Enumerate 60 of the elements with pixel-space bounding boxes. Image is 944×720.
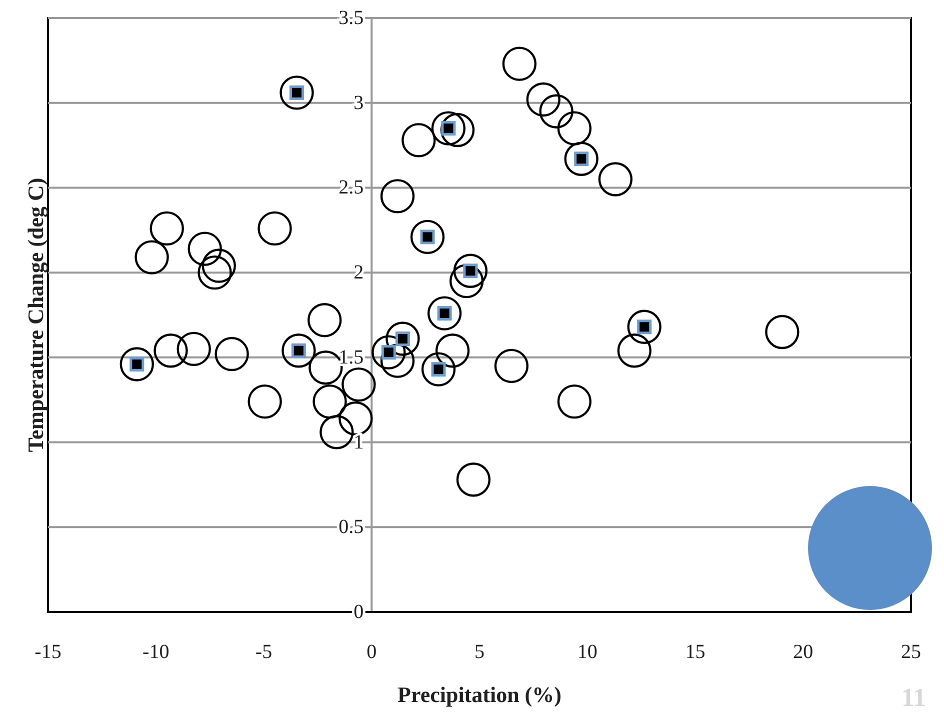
y-tick-label: 0.5: [338, 516, 364, 538]
point: [526, 82, 560, 117]
point: [494, 348, 529, 384]
x-tick-label: -10: [142, 641, 170, 664]
x-tick-label: 25: [901, 641, 921, 664]
point: [198, 255, 232, 290]
point: [312, 384, 347, 419]
point: [338, 401, 373, 436]
y-tick-label: 2.5: [338, 176, 364, 199]
y-tick-label: 3: [354, 92, 364, 114]
point: [176, 332, 211, 366]
x-tick-label: -15: [34, 641, 62, 664]
point: [380, 179, 415, 214]
point: [539, 94, 574, 128]
point: [202, 248, 236, 283]
point: [765, 314, 800, 350]
point: [120, 347, 154, 382]
point: [427, 296, 462, 330]
point: [564, 142, 598, 176]
y-tick-label: 1.5: [338, 346, 364, 368]
point: [421, 352, 456, 386]
point: [557, 384, 592, 419]
point: [440, 112, 475, 148]
point: [502, 46, 537, 81]
point: [134, 240, 169, 274]
y-axis-title: Temperature Change (deg C): [22, 178, 48, 452]
point: [342, 367, 376, 402]
point: [248, 384, 282, 419]
y-tick-label: 3.5: [338, 7, 364, 29]
point: [431, 111, 466, 146]
point: [386, 322, 420, 356]
x-tick-label: 10: [577, 641, 598, 664]
point: [402, 123, 436, 158]
x-tick-label: 20: [793, 641, 814, 664]
point: [380, 344, 415, 378]
point: [320, 415, 354, 450]
point: [435, 334, 470, 368]
point: [282, 334, 316, 368]
x-tick-label: -5: [255, 641, 272, 664]
x-tick-label: 15: [685, 641, 706, 664]
y-tick-label: 2: [354, 262, 364, 284]
point: [627, 310, 662, 344]
point: [449, 264, 484, 298]
point: [280, 76, 314, 110]
x-tick-label: 5: [474, 641, 484, 664]
point: [214, 336, 249, 372]
point: [154, 334, 188, 368]
point: [150, 211, 184, 246]
point: [557, 111, 592, 146]
x-axis-title: Precipitation (%): [398, 682, 562, 707]
point: [453, 254, 488, 288]
point: [410, 220, 445, 254]
point: [456, 462, 491, 497]
point: [617, 334, 652, 368]
point: [307, 302, 342, 338]
point: [598, 162, 633, 196]
point: [372, 335, 406, 370]
point: [258, 211, 292, 246]
point: [188, 232, 222, 266]
y-tick-label: 1: [354, 431, 364, 454]
